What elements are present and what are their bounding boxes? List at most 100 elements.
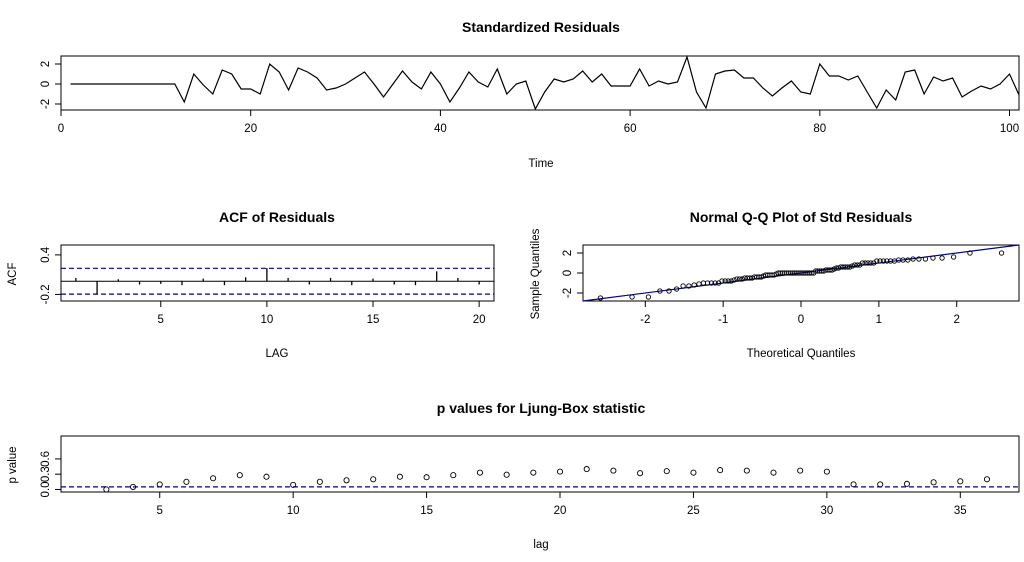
p-value-point: [823, 468, 830, 475]
p-value-point: [983, 476, 991, 483]
qq-point: [708, 280, 715, 286]
qq-point: [742, 275, 748, 281]
qq-point: [910, 256, 916, 262]
qq-point: [865, 260, 871, 266]
p-value-point: [717, 467, 724, 474]
qq-point: [877, 258, 883, 264]
qq-point: [852, 262, 858, 268]
qq-point: [916, 256, 922, 262]
qq-point: [880, 258, 887, 264]
residuals-series-line: [70, 55, 1020, 111]
residuals-x-tick-label: 0: [58, 123, 64, 135]
p-value-point: [903, 480, 910, 487]
panel-title-acf: ACF of Residuals: [219, 209, 335, 225]
qq-point: [868, 260, 874, 266]
p-value-point: [663, 468, 670, 475]
qq-point: [725, 278, 731, 284]
y-axis-label-p-value: p value: [7, 446, 19, 483]
y-ticks-acf: -0.2 0.4: [40, 246, 61, 304]
qq-point: [785, 270, 791, 276]
residuals-x-tick-label: 80: [813, 123, 826, 135]
qq-point: [887, 258, 894, 264]
p-value-point: [583, 466, 590, 473]
qq-x-tick-label: 1: [876, 314, 882, 326]
qq-point: [789, 270, 795, 276]
p-value-point: [530, 469, 537, 476]
qq-point: [597, 295, 604, 301]
qq-point: [793, 270, 799, 276]
p-value-point: [236, 472, 243, 479]
acf-x-tick-label: 20: [473, 314, 486, 326]
acf-x-tick-label: 5: [158, 314, 164, 326]
p-value-point: [690, 469, 697, 476]
qq-point: [657, 288, 663, 294]
qq-point: [704, 280, 711, 286]
qq-point: [719, 278, 725, 284]
x-ticks-qq: -2 -1 0 1 2: [640, 301, 960, 326]
acf-bars: [61, 267, 494, 295]
p-value-point: [797, 467, 804, 474]
qq-y-tick-label: 0: [562, 270, 574, 276]
p-value-point: [610, 467, 617, 474]
panel-acf-residuals: ACF of Residuals LAG ACF 5 10 15 20 -0.2 0.4: [7, 209, 495, 360]
ljung-x-tick-label: 5: [157, 505, 163, 517]
qq-x-tick-label: 2: [954, 314, 960, 326]
qq-point: [849, 263, 855, 269]
p-value-point: [743, 467, 750, 474]
p-value-point: [183, 478, 190, 485]
qq-point: [787, 270, 793, 276]
qq-point: [791, 270, 797, 276]
panel-ljung-box: p values for Ljung-Box statistic lag p v…: [7, 400, 1020, 551]
qq-y-tick-label: -2: [562, 288, 574, 298]
panel-qq-plot: Normal Q-Q Plot of Std Residuals Theoret…: [530, 209, 1020, 360]
y-ticks-residuals: -2 0 2: [40, 61, 61, 109]
qq-point: [673, 286, 680, 292]
qq-point: [747, 275, 753, 281]
qq-point: [859, 260, 866, 266]
qq-point: [922, 256, 929, 262]
x-axis-label-time: Time: [528, 158, 553, 170]
qq-point: [799, 270, 805, 276]
acf-x-tick-label: 15: [367, 314, 380, 326]
qq-point: [645, 294, 652, 300]
residuals-x-tick-label: 20: [244, 123, 257, 135]
p-value-points: [61, 466, 1019, 493]
qq-point: [731, 277, 737, 283]
qq-x-tick-label: -2: [640, 314, 650, 326]
panel-title-ljung-box: p values for Ljung-Box statistic: [437, 400, 646, 416]
residuals-y-tick-label: -2: [40, 99, 52, 109]
qq-point: [939, 255, 945, 261]
qq-points: [582, 244, 1020, 302]
qq-point: [967, 250, 973, 256]
qq-x-tick-label: -1: [718, 314, 728, 326]
qq-point: [797, 270, 803, 276]
p-value-point: [290, 481, 297, 488]
qq-point: [998, 250, 1005, 256]
p-value-point: [450, 472, 457, 479]
x-ticks-residuals: 0 20 40 60 80 100: [58, 110, 1019, 135]
p-value-point: [370, 476, 377, 483]
y-axis-label-sample-quantiles: Sample Quantiles: [530, 228, 542, 319]
acf-y-tick-label: 0.4: [40, 246, 52, 263]
qq-point: [744, 275, 750, 281]
ljung-y-tick-label: 0.3: [40, 466, 52, 482]
plot-frame-ljung-box: [60, 435, 1020, 493]
qq-reference-line: [582, 244, 1020, 302]
qq-y-tick-label: 2: [562, 250, 574, 256]
p-value-point: [930, 479, 937, 486]
p-value-point: [556, 468, 564, 475]
qq-point: [728, 278, 734, 284]
p-value-point: [423, 474, 430, 481]
qq-point: [712, 280, 718, 286]
panel-title-qq: Normal Q-Q Plot of Std Residuals: [690, 209, 913, 225]
p-value-point: [503, 471, 510, 478]
qq-point: [874, 258, 880, 264]
residuals-x-tick-label: 40: [434, 123, 447, 135]
ljung-x-tick-label: 20: [554, 505, 567, 517]
x-axis-label-lag: LAG: [265, 348, 288, 360]
qq-point: [950, 254, 957, 260]
qq-point: [629, 294, 635, 300]
p-value-point: [850, 481, 857, 488]
p-value-point: [210, 475, 217, 482]
